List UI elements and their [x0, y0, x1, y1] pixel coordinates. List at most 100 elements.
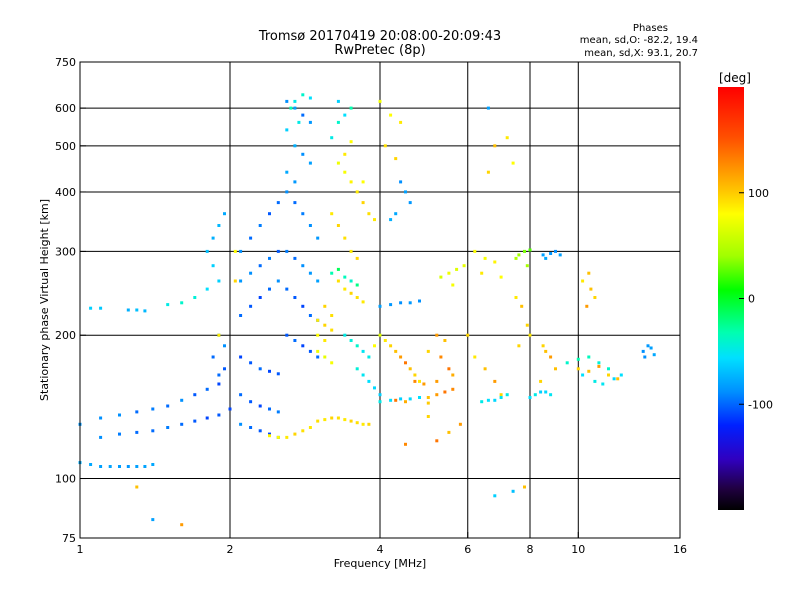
data-point — [361, 349, 365, 353]
data-point — [151, 518, 155, 522]
data-point — [330, 416, 334, 420]
data-point — [316, 236, 320, 240]
data-point — [180, 523, 184, 527]
data-point — [135, 485, 139, 489]
data-point — [217, 333, 221, 337]
data-point — [389, 344, 393, 348]
x-axis-ticks: 1 2 4 6 8 10 16 — [77, 532, 687, 556]
data-point — [541, 253, 545, 257]
data-point — [544, 349, 548, 353]
data-point — [217, 382, 221, 386]
x-tick-label: 1 — [77, 543, 84, 556]
data-point — [451, 387, 455, 391]
chart-title: Tromsø 20170419 20:08:00-20:09:43 RwPret… — [258, 29, 501, 58]
data-point — [228, 407, 232, 411]
data-point — [143, 309, 147, 313]
data-point — [355, 344, 359, 348]
data-point — [343, 236, 347, 240]
data-point — [268, 434, 271, 438]
data-point — [343, 418, 347, 422]
data-point — [394, 349, 398, 353]
data-point — [558, 253, 562, 257]
data-point — [361, 373, 365, 377]
data-point — [383, 339, 387, 342]
data-point — [447, 430, 451, 434]
data-point — [517, 253, 521, 257]
data-point — [301, 264, 305, 268]
data-point — [349, 419, 353, 423]
data-point — [258, 264, 262, 268]
data-point — [520, 304, 524, 308]
y-axis-ticks: 75 100 200 300 400 500 600 750 — [55, 56, 86, 545]
data-point — [378, 400, 382, 404]
data-point — [308, 224, 312, 227]
gridlines — [80, 62, 680, 538]
stats-title: Phases — [633, 23, 668, 34]
data-point — [652, 353, 656, 357]
data-point — [323, 323, 327, 327]
data-point — [233, 249, 237, 253]
data-point — [473, 355, 477, 359]
data-point — [355, 421, 359, 425]
data-point — [301, 93, 305, 97]
data-point — [285, 170, 289, 174]
stats-line-o: mean, sd,O: -82.2, 19.4 — [580, 35, 698, 46]
data-point — [435, 393, 439, 397]
data-point — [301, 429, 305, 433]
data-point — [361, 300, 365, 304]
data-point — [378, 333, 382, 337]
data-point — [330, 328, 334, 332]
data-point — [399, 180, 403, 184]
data-point — [447, 271, 451, 275]
data-point — [258, 404, 262, 408]
data-point — [355, 367, 359, 371]
data-point — [499, 393, 503, 397]
data-point — [399, 120, 403, 124]
data-point — [268, 287, 271, 291]
data-point — [276, 435, 280, 439]
data-point — [343, 113, 347, 117]
data-point — [258, 296, 262, 299]
data-point — [443, 339, 447, 342]
data-point — [89, 306, 93, 310]
data-point — [316, 279, 320, 283]
data-point — [511, 489, 515, 493]
data-point — [135, 465, 139, 468]
data-point — [418, 396, 421, 399]
data-point — [276, 279, 280, 283]
data-point — [493, 494, 497, 498]
data-point — [239, 355, 243, 359]
data-point — [336, 224, 340, 227]
data-point — [361, 201, 365, 205]
data-point — [458, 422, 462, 426]
data-point — [166, 303, 170, 307]
data-point — [268, 432, 271, 436]
data-point — [439, 355, 443, 359]
data-point — [239, 314, 243, 317]
title-line-2: RwPretec (8p) — [334, 43, 425, 58]
data-point — [308, 120, 312, 124]
data-point — [239, 279, 243, 283]
data-point — [394, 157, 398, 161]
data-point — [413, 373, 417, 377]
data-point — [349, 140, 353, 144]
data-point — [593, 379, 597, 383]
data-point — [404, 190, 407, 194]
data-point — [166, 404, 170, 408]
data-point — [258, 224, 262, 227]
data-point — [297, 120, 301, 124]
data-point — [211, 355, 215, 359]
data-point — [126, 465, 130, 468]
data-point — [565, 361, 569, 365]
data-point — [549, 393, 553, 397]
data-point — [422, 382, 426, 386]
data-point — [544, 390, 548, 394]
y-tick-label: 500 — [55, 140, 76, 153]
data-point — [435, 439, 439, 443]
data-point — [593, 296, 597, 299]
data-point — [239, 249, 243, 253]
data-point — [268, 369, 271, 373]
data-point — [316, 349, 320, 353]
data-point — [355, 256, 359, 260]
data-point — [285, 128, 289, 132]
